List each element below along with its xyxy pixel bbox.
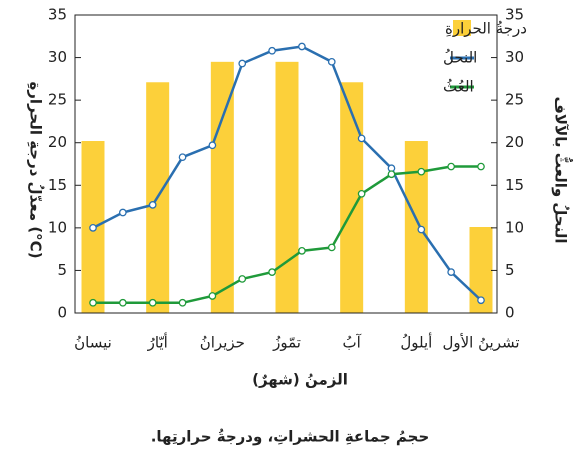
marker <box>208 141 217 150</box>
legend-label: العُثُ <box>443 78 474 96</box>
marker <box>447 268 456 276</box>
x-tick-label: أيّارُ <box>147 333 168 352</box>
marker <box>357 134 366 143</box>
marker <box>208 292 217 300</box>
marker <box>417 225 426 234</box>
marker <box>118 298 127 307</box>
bar <box>275 61 299 314</box>
y2-tick-label: 10 <box>505 218 524 236</box>
y-axis-label: معدّلُ درجةِ الحرارةِ (°C) <box>26 81 44 258</box>
marker <box>327 57 336 66</box>
x-tick-label: تمّوزُ <box>272 334 301 352</box>
y2-tick-label: 15 <box>505 176 524 194</box>
bar <box>469 227 493 313</box>
marker <box>387 170 396 179</box>
x-tick-label: أيلولُ <box>400 333 432 352</box>
bar <box>404 141 428 313</box>
y-tick-label: 10 <box>48 218 67 236</box>
marker <box>89 298 97 307</box>
marker <box>298 246 306 255</box>
x-tick-label: نيسانُ <box>74 334 112 352</box>
marker <box>477 296 485 305</box>
marker <box>298 42 306 51</box>
marker <box>417 167 426 176</box>
marker <box>447 162 456 171</box>
y2-tick-label: 0 <box>505 304 515 322</box>
y-tick-label: 15 <box>48 176 67 194</box>
x-tick-label: تشرينُ الأول <box>442 333 519 352</box>
legend-swatch <box>453 20 471 36</box>
y-tick-label: 30 <box>48 48 67 66</box>
y2-tick-label: 35 <box>505 6 524 24</box>
marker <box>178 298 187 307</box>
marker <box>357 189 366 198</box>
y2-axis-label: النحلُ والعثُّ بالآلاف <box>552 96 574 243</box>
marker <box>178 153 187 162</box>
caption: حجمُ جماعةِ الحشراتِ، ودرجةُ حرارتِها. <box>151 428 430 446</box>
marker <box>148 298 157 307</box>
y-tick-label: 35 <box>48 6 67 24</box>
y-tick-label: 0 <box>57 304 67 322</box>
legend-label: درجةُ الحرارةِ <box>445 20 527 38</box>
marker <box>268 46 276 55</box>
plot-frame <box>74 14 498 314</box>
marker <box>327 243 336 252</box>
x-tick-label: حزيرانُ <box>200 334 245 352</box>
marker <box>477 162 485 171</box>
marker <box>238 59 247 68</box>
legend-label: النحلُ <box>443 49 477 67</box>
marker <box>148 201 157 209</box>
y2-tick-label: 5 <box>505 261 515 279</box>
marker <box>238 275 247 283</box>
x-tick-label: آبُ <box>343 334 362 352</box>
marker <box>118 208 127 217</box>
marker <box>89 224 97 232</box>
y-tick-label: 25 <box>48 91 67 109</box>
y2-tick-label: 30 <box>505 48 524 66</box>
y-tick-label: 5 <box>57 261 67 279</box>
y2-tick-label: 25 <box>505 91 524 109</box>
y-tick-label: 20 <box>48 133 67 151</box>
x-axis-label: الزمنُ (شهرٌ) <box>252 371 348 389</box>
line <box>93 165 481 305</box>
line <box>92 45 482 302</box>
y2-tick-label: 20 <box>505 133 524 151</box>
bar <box>210 61 234 314</box>
marker <box>268 268 276 276</box>
bar <box>340 82 364 314</box>
